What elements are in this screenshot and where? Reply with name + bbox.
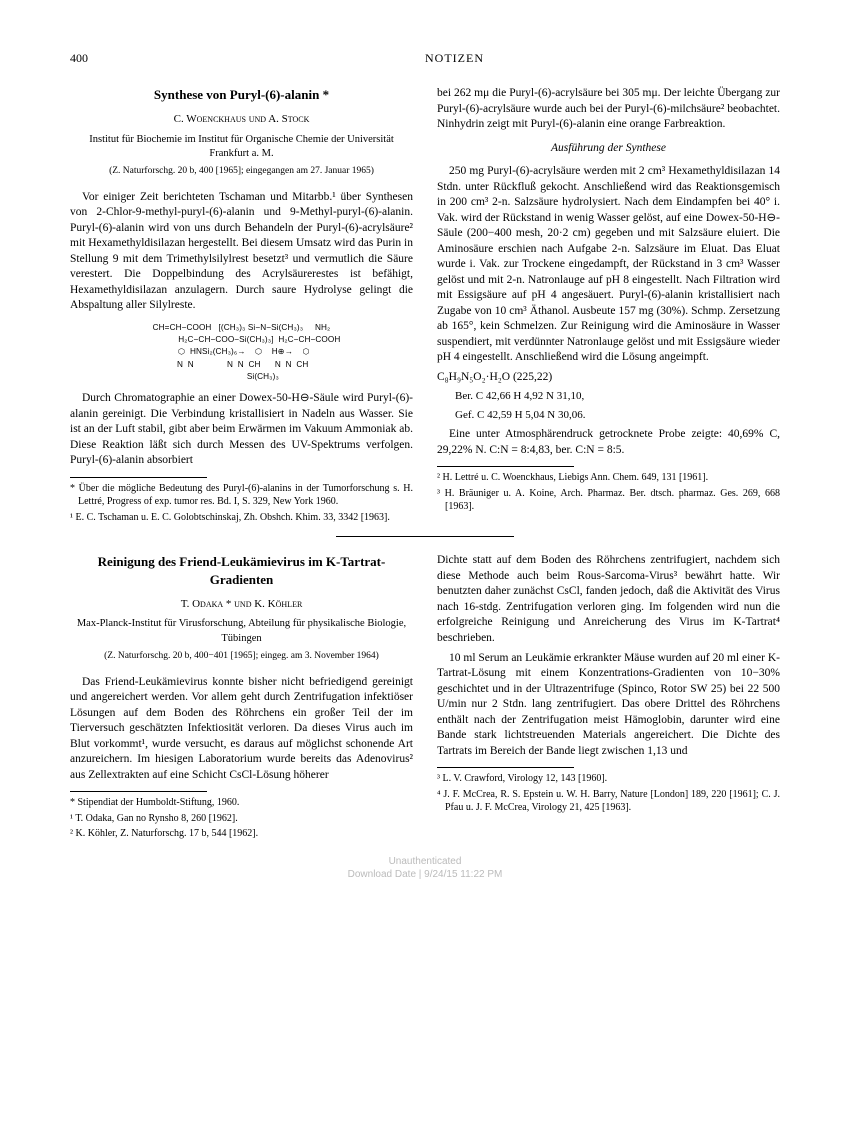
article-2-right-column: Dichte statt auf dem Boden des Röhrchens… [437, 553, 780, 842]
article-1-formula: C₈H₉N₅O₂·H₂O (225,22) [437, 370, 780, 386]
article-1-para-5: Eine unter Atmosphärendruck getrocknete … [437, 427, 780, 458]
article-1-title: Synthese von Puryl-(6)-alanin * [70, 86, 413, 104]
article-2-footnote-1: ¹ T. Odaka, Gan no Rynsho 8, 260 [1962]. [70, 812, 413, 826]
article-2-title: Reinigung des Friend-Leukämievirus im K-… [70, 553, 413, 588]
article-2-footnote-3: ³ L. V. Crawford, Virology 12, 143 [1960… [437, 772, 780, 786]
article-1-body: Synthese von Puryl-(6)-alanin * C. Woenc… [70, 86, 780, 526]
article-1-footnote-star: * Über die mögliche Bedeutung des Puryl-… [70, 482, 413, 509]
analysis-gef: Gef. C 42,59 H 5,04 N 30,06. [455, 408, 780, 423]
reaction-scheme-diagram: CH=CH−COOH [(CH₃)₃ Si−N−Si(CH₃)₃ NH₂ H₂C… [70, 322, 413, 383]
analysis-ber: Ber. C 42,66 H 4,92 N 31,10, [455, 389, 780, 404]
page-number: 400 [70, 50, 425, 66]
article-1-para-4: 250 mg Puryl-(6)-acrylsäure werden mit 2… [437, 164, 780, 366]
article-1-meta: (Z. Naturforschg. 20 b, 400 [1965]; eing… [70, 165, 413, 178]
footnote-rule [437, 466, 574, 467]
article-1-subheading: Ausführung der Synthese [437, 141, 780, 157]
article-2-footnote-4: ⁴ J. F. McCrea, R. S. Epstein u. W. H. B… [437, 788, 780, 815]
article-2-authors: T. Odaka * und K. Köhler [70, 597, 413, 612]
article-1-footnote-2: ² H. Lettré u. C. Woenckhaus, Liebigs An… [437, 471, 780, 485]
article-divider [336, 536, 514, 537]
article-2-affiliation: Max-Planck-Institut für Virusforschung, … [70, 617, 413, 645]
running-head: NOTIZEN [425, 50, 780, 66]
footnote-rule [70, 477, 207, 478]
article-1-para-1: Vor einiger Zeit berichteten Tschaman un… [70, 190, 413, 314]
article-2-body: Reinigung des Friend-Leukämievirus im K-… [70, 553, 780, 842]
article-2-para-3: 10 ml Serum an Leukämie erkrankter Mäuse… [437, 651, 780, 760]
article-2-para-1: Das Friend-Leukämievirus konnte bisher n… [70, 675, 413, 784]
footnote-rule [437, 767, 574, 768]
article-1-affiliation: Institut für Biochemie im Institut für O… [70, 133, 413, 161]
article-1-authors: C. Woenckhaus und A. Stock [70, 112, 413, 127]
article-2-left-column: Reinigung des Friend-Leukämievirus im K-… [70, 553, 413, 842]
watermark-line-1: Unauthenticated [70, 855, 780, 869]
footnote-rule [70, 791, 207, 792]
article-2-footnote-2: ² K. Köhler, Z. Naturforschg. 17 b, 544 … [70, 827, 413, 841]
watermark: Unauthenticated Download Date | 9/24/15 … [70, 855, 780, 882]
article-2-footnote-star: * Stipendiat der Humboldt-Stiftung, 1960… [70, 796, 413, 810]
article-1-right-column: bei 262 mμ die Puryl-(6)-acrylsäure bei … [437, 86, 780, 526]
article-2-para-2: Dichte statt auf dem Boden des Röhrchens… [437, 553, 780, 646]
article-1-para-3: bei 262 mμ die Puryl-(6)-acrylsäure bei … [437, 86, 780, 133]
article-1-footnote-3: ³ H. Bräuniger u. A. Koine, Arch. Pharma… [437, 487, 780, 514]
article-1-footnote-1: ¹ E. C. Tschaman u. E. C. Golobtschinska… [70, 511, 413, 525]
watermark-line-2: Download Date | 9/24/15 11:22 PM [70, 868, 780, 882]
article-1-para-2: Durch Chromatographie an einer Dowex-50-… [70, 391, 413, 469]
page-header: 400 NOTIZEN [70, 50, 780, 66]
article-2-meta: (Z. Naturforschg. 20 b, 400−401 [1965]; … [70, 650, 413, 663]
article-1-left-column: Synthese von Puryl-(6)-alanin * C. Woenc… [70, 86, 413, 526]
